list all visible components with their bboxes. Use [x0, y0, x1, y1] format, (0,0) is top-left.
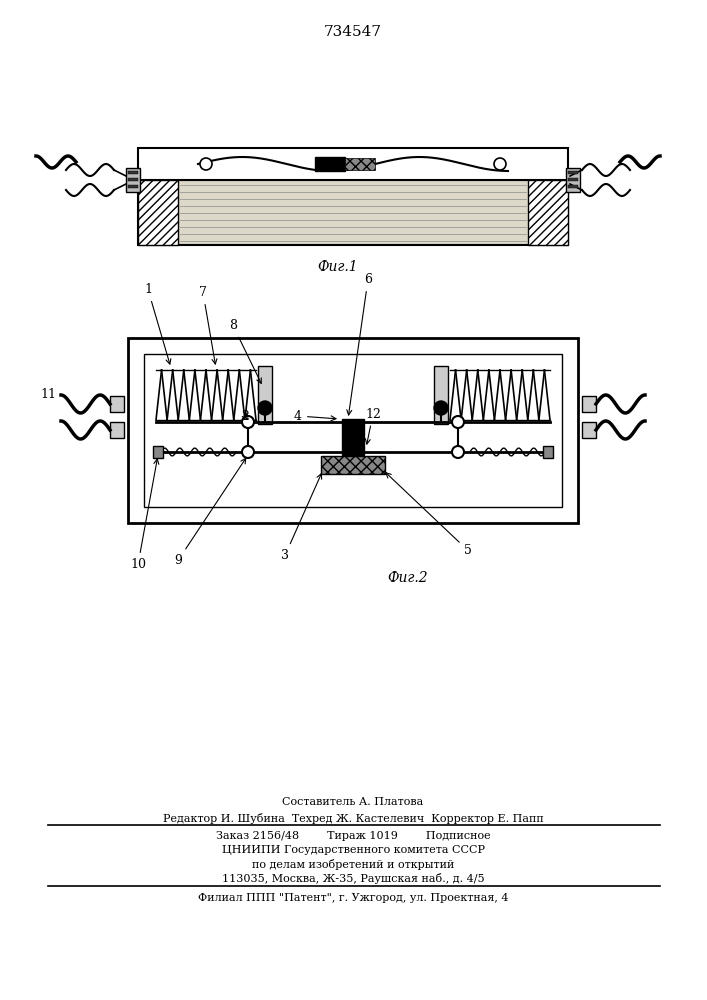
Bar — [315, 157, 345, 171]
Text: по делам изобретений и открытий: по делам изобретений и открытий — [252, 858, 454, 869]
Text: 11: 11 — [40, 388, 56, 401]
Text: Заказ 2156/48        Тираж 1019        Подписное: Заказ 2156/48 Тираж 1019 Подписное — [216, 831, 491, 841]
Bar — [153, 446, 163, 458]
Text: Составитель А. Платова: Составитель А. Платова — [282, 797, 423, 807]
Circle shape — [242, 416, 254, 428]
Text: Фиг.1: Фиг.1 — [317, 260, 358, 274]
Bar — [126, 168, 140, 192]
Bar — [128, 185, 138, 188]
Bar — [528, 180, 568, 245]
Circle shape — [452, 416, 464, 428]
Circle shape — [494, 158, 506, 170]
Bar — [543, 446, 553, 458]
Bar — [138, 180, 178, 245]
Circle shape — [258, 401, 272, 415]
Bar — [138, 148, 568, 180]
Bar — [128, 338, 578, 522]
Text: 113035, Москва, Ж-35, Раушская наб., д. 4/5: 113035, Москва, Ж-35, Раушская наб., д. … — [222, 872, 484, 884]
Circle shape — [242, 446, 254, 458]
Bar — [110, 422, 124, 438]
Circle shape — [200, 158, 212, 170]
Bar — [568, 185, 578, 188]
Bar — [128, 178, 138, 181]
Text: 7: 7 — [199, 286, 217, 364]
Bar — [582, 396, 596, 412]
Bar — [582, 422, 596, 438]
Bar — [568, 171, 578, 174]
Text: 2: 2 — [241, 410, 249, 422]
Bar — [345, 158, 375, 170]
Bar — [128, 171, 138, 174]
Bar — [342, 419, 364, 455]
Text: 5: 5 — [386, 473, 472, 557]
Text: 3: 3 — [281, 474, 322, 562]
Text: Редактор И. Шубина  Техред Ж. Кастелевич  Корректор Е. Папп: Редактор И. Шубина Техред Ж. Кастелевич … — [163, 812, 544, 824]
Circle shape — [452, 446, 464, 458]
Text: 1: 1 — [144, 283, 171, 364]
Bar — [321, 456, 385, 474]
Text: ЦНИИПИ Государственного комитета СССР: ЦНИИПИ Государственного комитета СССР — [221, 845, 484, 855]
Circle shape — [434, 401, 448, 415]
Text: Филиал ППП "Патент", г. Ужгород, ул. Проектная, 4: Филиал ППП "Патент", г. Ужгород, ул. Про… — [198, 893, 508, 903]
Bar — [110, 396, 124, 412]
Text: 9: 9 — [174, 458, 246, 567]
Bar — [434, 366, 448, 424]
Text: 734547: 734547 — [324, 25, 382, 39]
Bar — [138, 180, 568, 245]
Bar — [566, 168, 580, 192]
Bar — [258, 366, 272, 424]
Text: 4: 4 — [294, 410, 336, 422]
Text: 12: 12 — [365, 408, 381, 444]
Bar — [144, 354, 562, 506]
Text: Фиг.2: Фиг.2 — [387, 570, 428, 584]
Text: 10: 10 — [130, 459, 159, 571]
Text: 8: 8 — [229, 319, 262, 383]
Text: 6: 6 — [347, 273, 372, 415]
Bar — [568, 178, 578, 181]
